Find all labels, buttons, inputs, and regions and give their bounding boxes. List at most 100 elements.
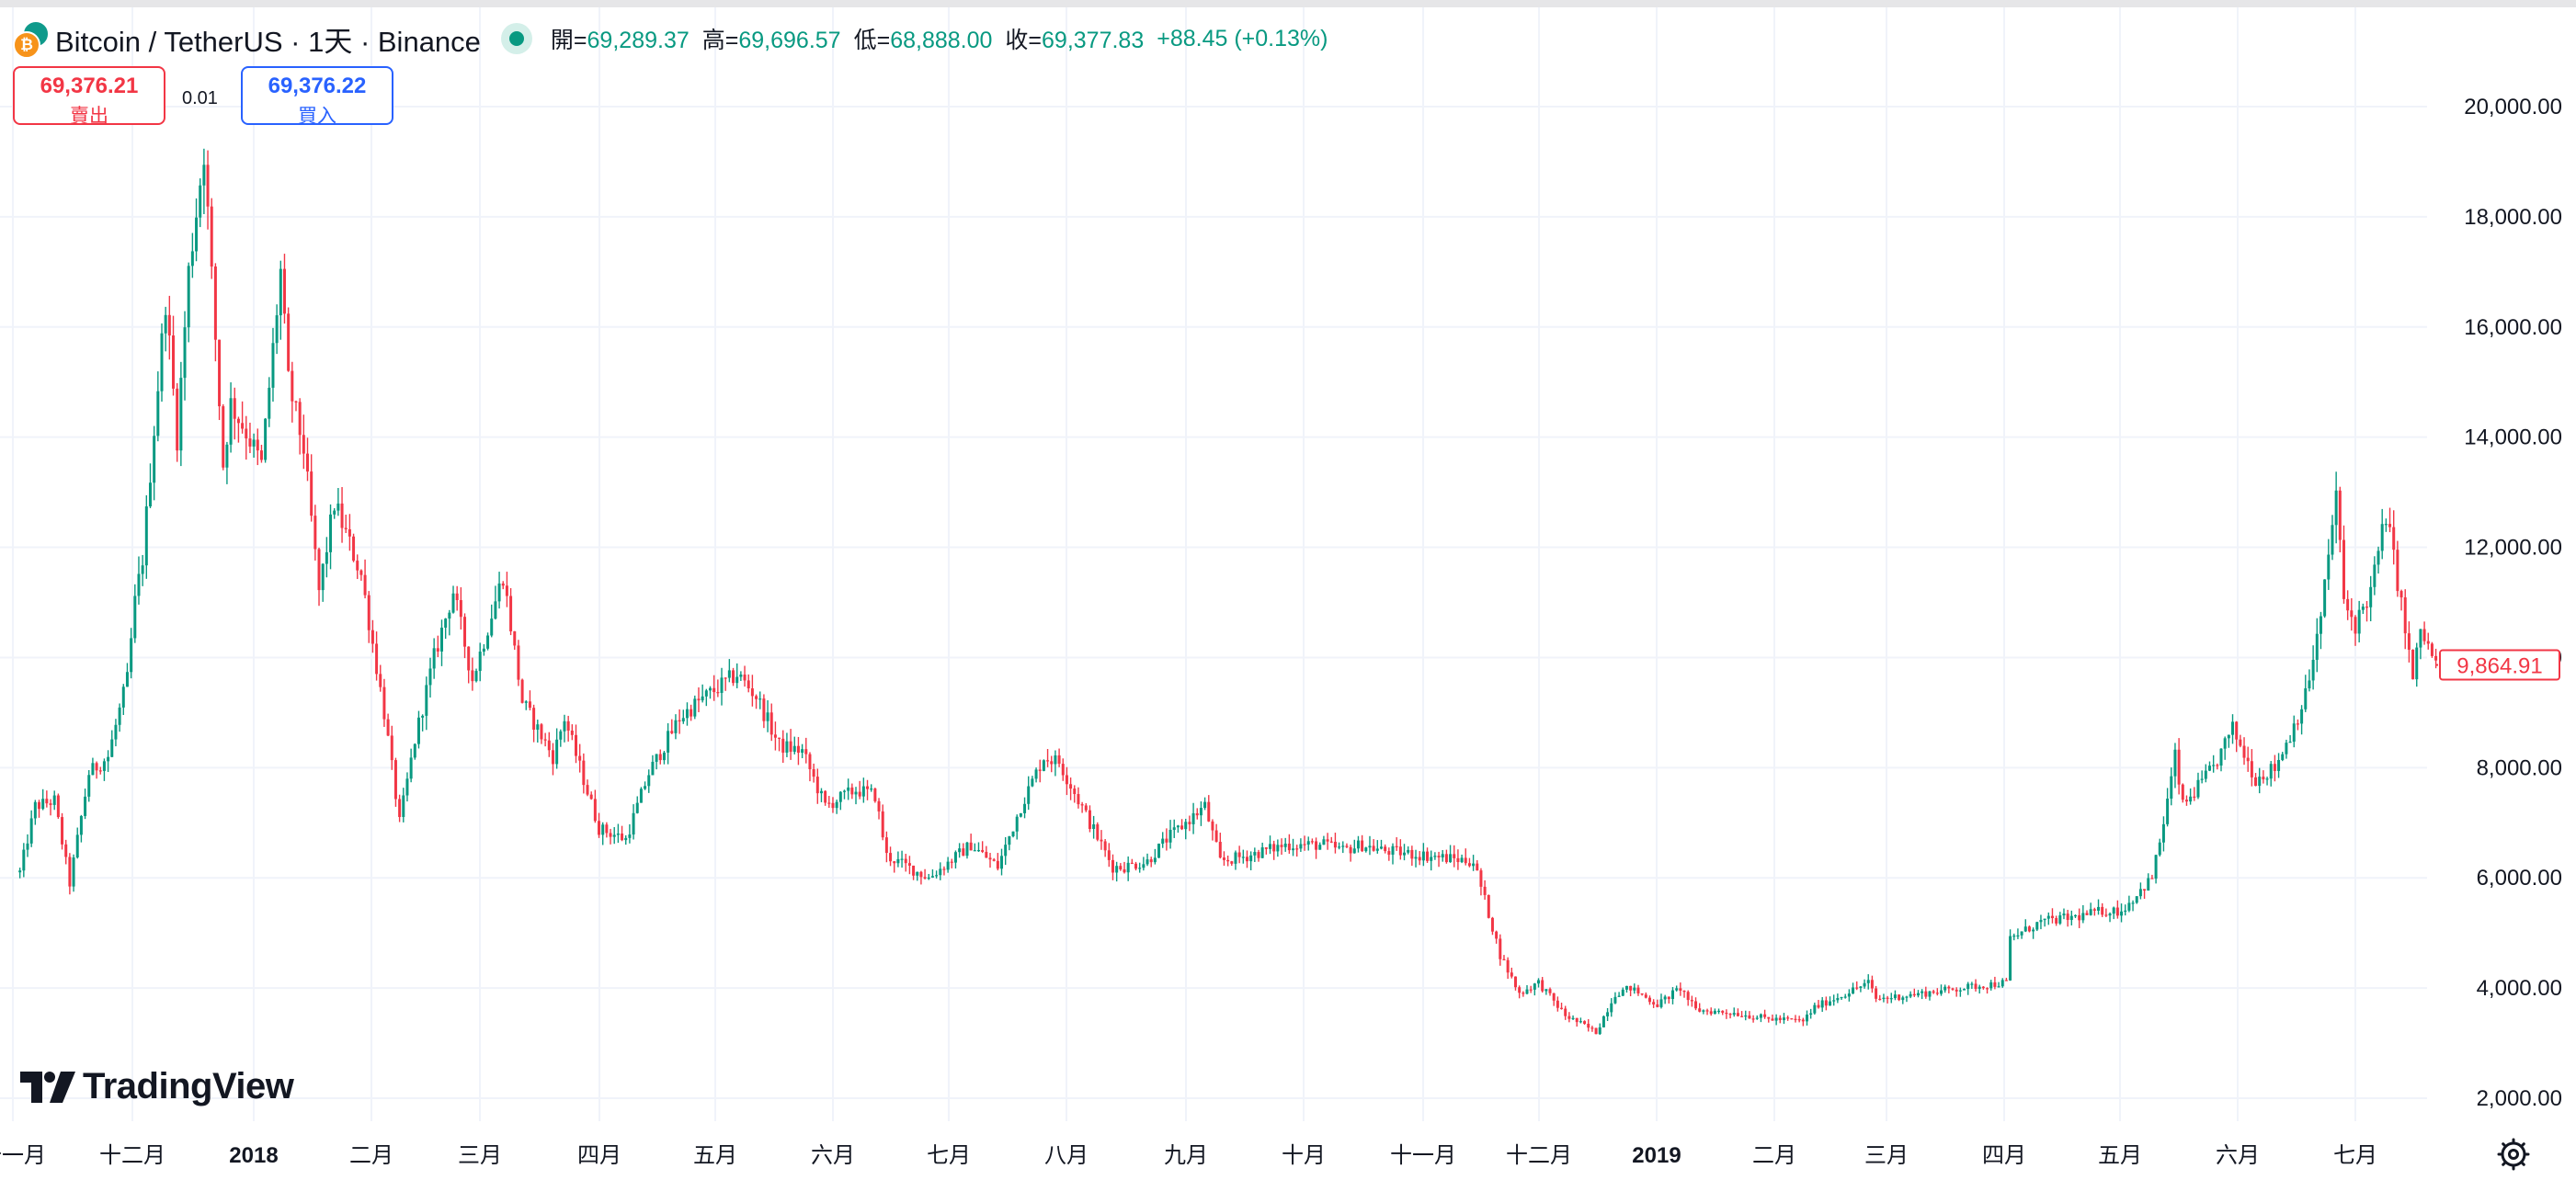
candle [1349,845,1352,862]
candle [601,822,605,845]
candle [107,750,110,773]
candle [287,307,291,372]
candle [1744,1010,1748,1021]
candle [566,715,570,742]
candle [1801,1017,1805,1027]
candle [1269,835,1272,855]
candle [1165,828,1168,851]
candle [1912,988,1916,997]
candle [1115,861,1119,882]
candle [236,416,240,443]
candle [2227,734,2230,748]
candle [1077,787,1080,809]
candle [1510,967,1513,979]
candle [563,714,566,743]
candle [344,515,348,534]
candle [176,382,179,462]
candle [1702,1009,1705,1015]
candle [370,619,374,653]
candle [808,752,812,782]
candle [1878,994,1882,1001]
tradingview-logo[interactable]: TradingView [20,1066,294,1107]
candle [1986,987,1989,994]
candle [2350,598,2354,631]
candle [1537,978,1541,988]
candle [210,198,213,279]
candle [333,507,336,519]
market-open-dot-icon[interactable] [500,23,532,54]
buy-button[interactable]: 69,376.22 買入 [241,66,393,127]
candle [490,604,494,638]
candle [436,635,439,658]
candle [1430,850,1433,871]
candle [1659,993,1663,1009]
candle [1656,999,1659,1008]
candle [667,722,670,765]
candle [1031,776,1034,788]
buy-price: 69,376.22 [268,74,367,98]
sell-button[interactable]: 69,376.21 賣出 [13,66,165,127]
candle [2315,618,2319,673]
candle [348,514,351,551]
candle [1483,879,1487,900]
candle [2035,921,2039,932]
buy-label: 買入 [298,106,336,127]
candle [781,730,785,764]
symbol-header: ₿ Bitcoin / TetherUS · 1天 · Binance 開=69… [13,18,1328,59]
candle [812,763,815,783]
candle [356,554,359,580]
candle [1901,995,1905,1004]
candle [1740,1011,1744,1017]
candle [2311,645,2315,690]
candle [644,781,647,790]
candle [1794,1015,1797,1023]
candle [2223,736,2227,760]
candle [547,732,551,757]
candle [33,800,37,825]
candle [1621,987,1624,996]
candle [1732,1007,1736,1017]
candle [409,748,413,783]
candle [1499,934,1502,966]
candle [367,591,370,643]
candle [1613,992,1617,1004]
candle [536,720,540,743]
candle [1203,797,1207,811]
candle [2032,927,2035,939]
candle [1341,841,1345,854]
sell-label: 賣出 [70,106,108,127]
candle [1464,848,1467,866]
candle [2285,739,2288,759]
candle [1222,851,1225,867]
candle [1797,1015,1801,1023]
candle [532,704,536,743]
candle [2150,874,2154,879]
candle [939,862,942,880]
candle [275,304,279,355]
symbol-title[interactable]: Bitcoin / TetherUS · 1天 · Binance [55,25,481,58]
candle [704,688,708,707]
candle [586,779,589,797]
settings-gear-icon[interactable] [2495,1136,2532,1173]
candle [336,488,340,516]
candle [1728,1013,1732,1019]
candle [156,371,160,442]
candle [1663,994,1667,1004]
candle [102,758,106,781]
candle [2020,931,2023,939]
candle [2219,748,2223,772]
candle [2304,675,2308,712]
candle [593,789,597,823]
candle [125,663,129,687]
candle [1909,991,1912,999]
candle [2000,978,2004,988]
candle [2411,649,2415,680]
candle [1487,894,1490,919]
candle [1951,987,1955,991]
candle [2380,508,2384,560]
candle [2207,761,2211,772]
candle [1721,1010,1725,1015]
candle [1767,1016,1771,1023]
candle [2342,525,2345,604]
